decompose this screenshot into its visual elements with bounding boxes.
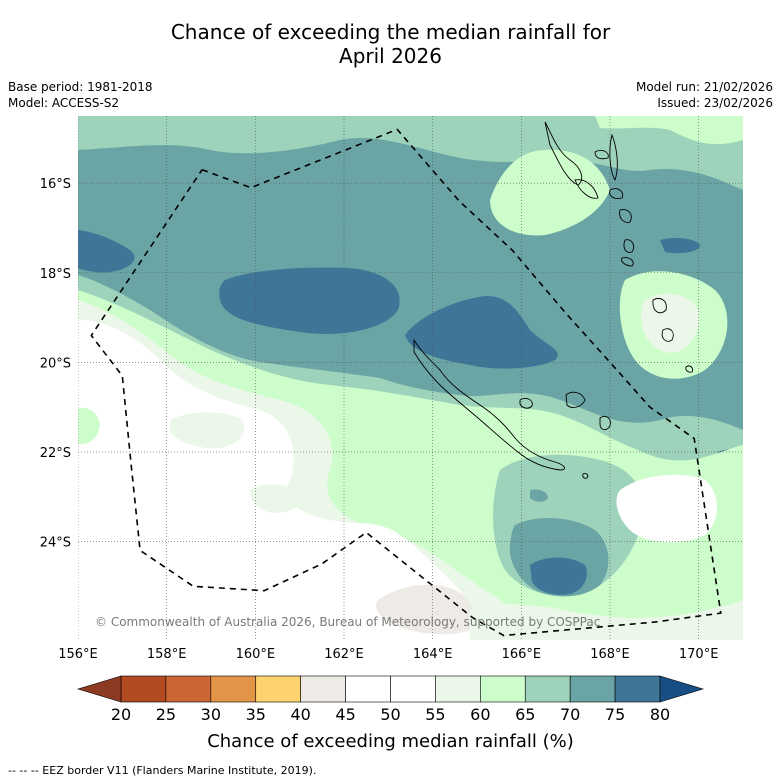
coastlines: [413, 121, 693, 479]
colorbar-segment: [435, 675, 481, 703]
region-south-patch: [375, 584, 475, 635]
colorbar-tick-label: 20: [111, 705, 131, 724]
y-tick-label: 20°S: [40, 356, 71, 371]
colorbar-tick-label: 50: [380, 705, 400, 724]
chart-title-line2: April 2026: [339, 44, 442, 68]
colorbar-segment: [210, 675, 257, 703]
colorbar-segment: [569, 675, 616, 703]
region-southeast-white: [616, 474, 718, 543]
colorbar-segment: [255, 675, 301, 703]
y-tick-label: 22°S: [40, 446, 71, 461]
vanuatu-coast: [544, 121, 635, 267]
colorbar-tick-label: 25: [156, 705, 176, 724]
copyright-text: © Commonwealth of Australia 2026, Bureau…: [95, 615, 600, 629]
colorbar-tick-label: 80: [650, 705, 670, 724]
eez-border: [90, 128, 722, 637]
footnote: -- -- -- EEZ border V11 (Flanders Marine…: [8, 764, 317, 777]
map-plot-area: [78, 116, 743, 640]
x-axis-ticks: 156°E 158°E 160°E 162°E 164°E 166°E 168°E 170°E: [58, 647, 718, 662]
base-period: Base period: 1981-2018: [8, 80, 153, 94]
region-west-core-2: [219, 267, 400, 334]
colorbar-segment: [300, 675, 346, 703]
chart-title-line1: Chance of exceeding the median rainfall …: [170, 20, 611, 44]
region-south-rim-2: [470, 600, 743, 640]
x-tick-label: 164°E: [413, 647, 453, 662]
region-south-core: [530, 557, 587, 595]
colorbar-segment: [390, 675, 436, 703]
x-tick-label: 160°E: [236, 647, 276, 662]
region-southwest-inner-2: [250, 484, 302, 513]
model-run: Model run: 21/02/2026: [635, 80, 773, 94]
colorbar-tick-label: 70: [560, 705, 580, 724]
x-tick-label: 156°E: [58, 647, 98, 662]
region-south-patch-2: [530, 489, 548, 502]
colorbar-tick-label: 75: [605, 705, 625, 724]
colorbar-tick-label: 45: [335, 705, 355, 724]
loyalty-islands-coast: [519, 391, 611, 431]
x-tick-label: 158°E: [147, 647, 187, 662]
model-name: Model: ACCESS-S2: [8, 96, 120, 110]
colorbar-tick-label: 35: [246, 705, 266, 724]
y-tick-label: 16°S: [40, 177, 71, 192]
region-east-core: [660, 237, 700, 254]
region-southwest-inner: [170, 412, 244, 449]
colorbar-segment: [345, 675, 391, 703]
colorbar-max-extension: [659, 675, 705, 703]
colorbar-segment: [120, 675, 167, 703]
region-west-core: [78, 230, 135, 273]
x-tick-label: 162°E: [324, 647, 364, 662]
colorbar-segment: [480, 675, 526, 703]
colorbar-tick-label: 30: [201, 705, 221, 724]
y-tick-label: 24°S: [40, 535, 71, 550]
colorbar: [76, 675, 705, 703]
southeast-island-coast: [582, 298, 693, 479]
colorbar-tick-label: 60: [470, 705, 490, 724]
x-tick-label: 166°E: [502, 647, 542, 662]
region-west-light-patch: [78, 407, 100, 445]
region-southwest-area: [78, 320, 470, 640]
region-central-core: [405, 295, 558, 369]
gridlines: [78, 116, 743, 640]
colorbar-label: Chance of exceeding median rainfall (%): [207, 731, 574, 752]
region-east-white: [640, 293, 699, 353]
colorbar-tick-label: 55: [425, 705, 445, 724]
colorbar-segment: [165, 675, 212, 703]
new-caledonia-coast: [413, 338, 566, 471]
colorbar-ticks: 20 25 30 35 40 45 50 55 60 65 70 75 80: [111, 705, 670, 724]
issued-date: Issued: 23/02/2026: [657, 96, 773, 110]
y-axis-ticks: 16°S 18°S 20°S 22°S 24°S: [40, 177, 71, 550]
colorbar-tick-label: 65: [515, 705, 535, 724]
colorbar-segment: [524, 675, 571, 703]
colorbar-tick-label: 40: [290, 705, 310, 724]
x-tick-label: 170°E: [679, 647, 719, 662]
region-north-light-2: [595, 116, 743, 145]
y-tick-label: 18°S: [40, 267, 71, 282]
colorbar-segment: [614, 675, 661, 703]
colorbar-min-extension: [76, 675, 122, 703]
x-tick-label: 168°E: [590, 647, 630, 662]
